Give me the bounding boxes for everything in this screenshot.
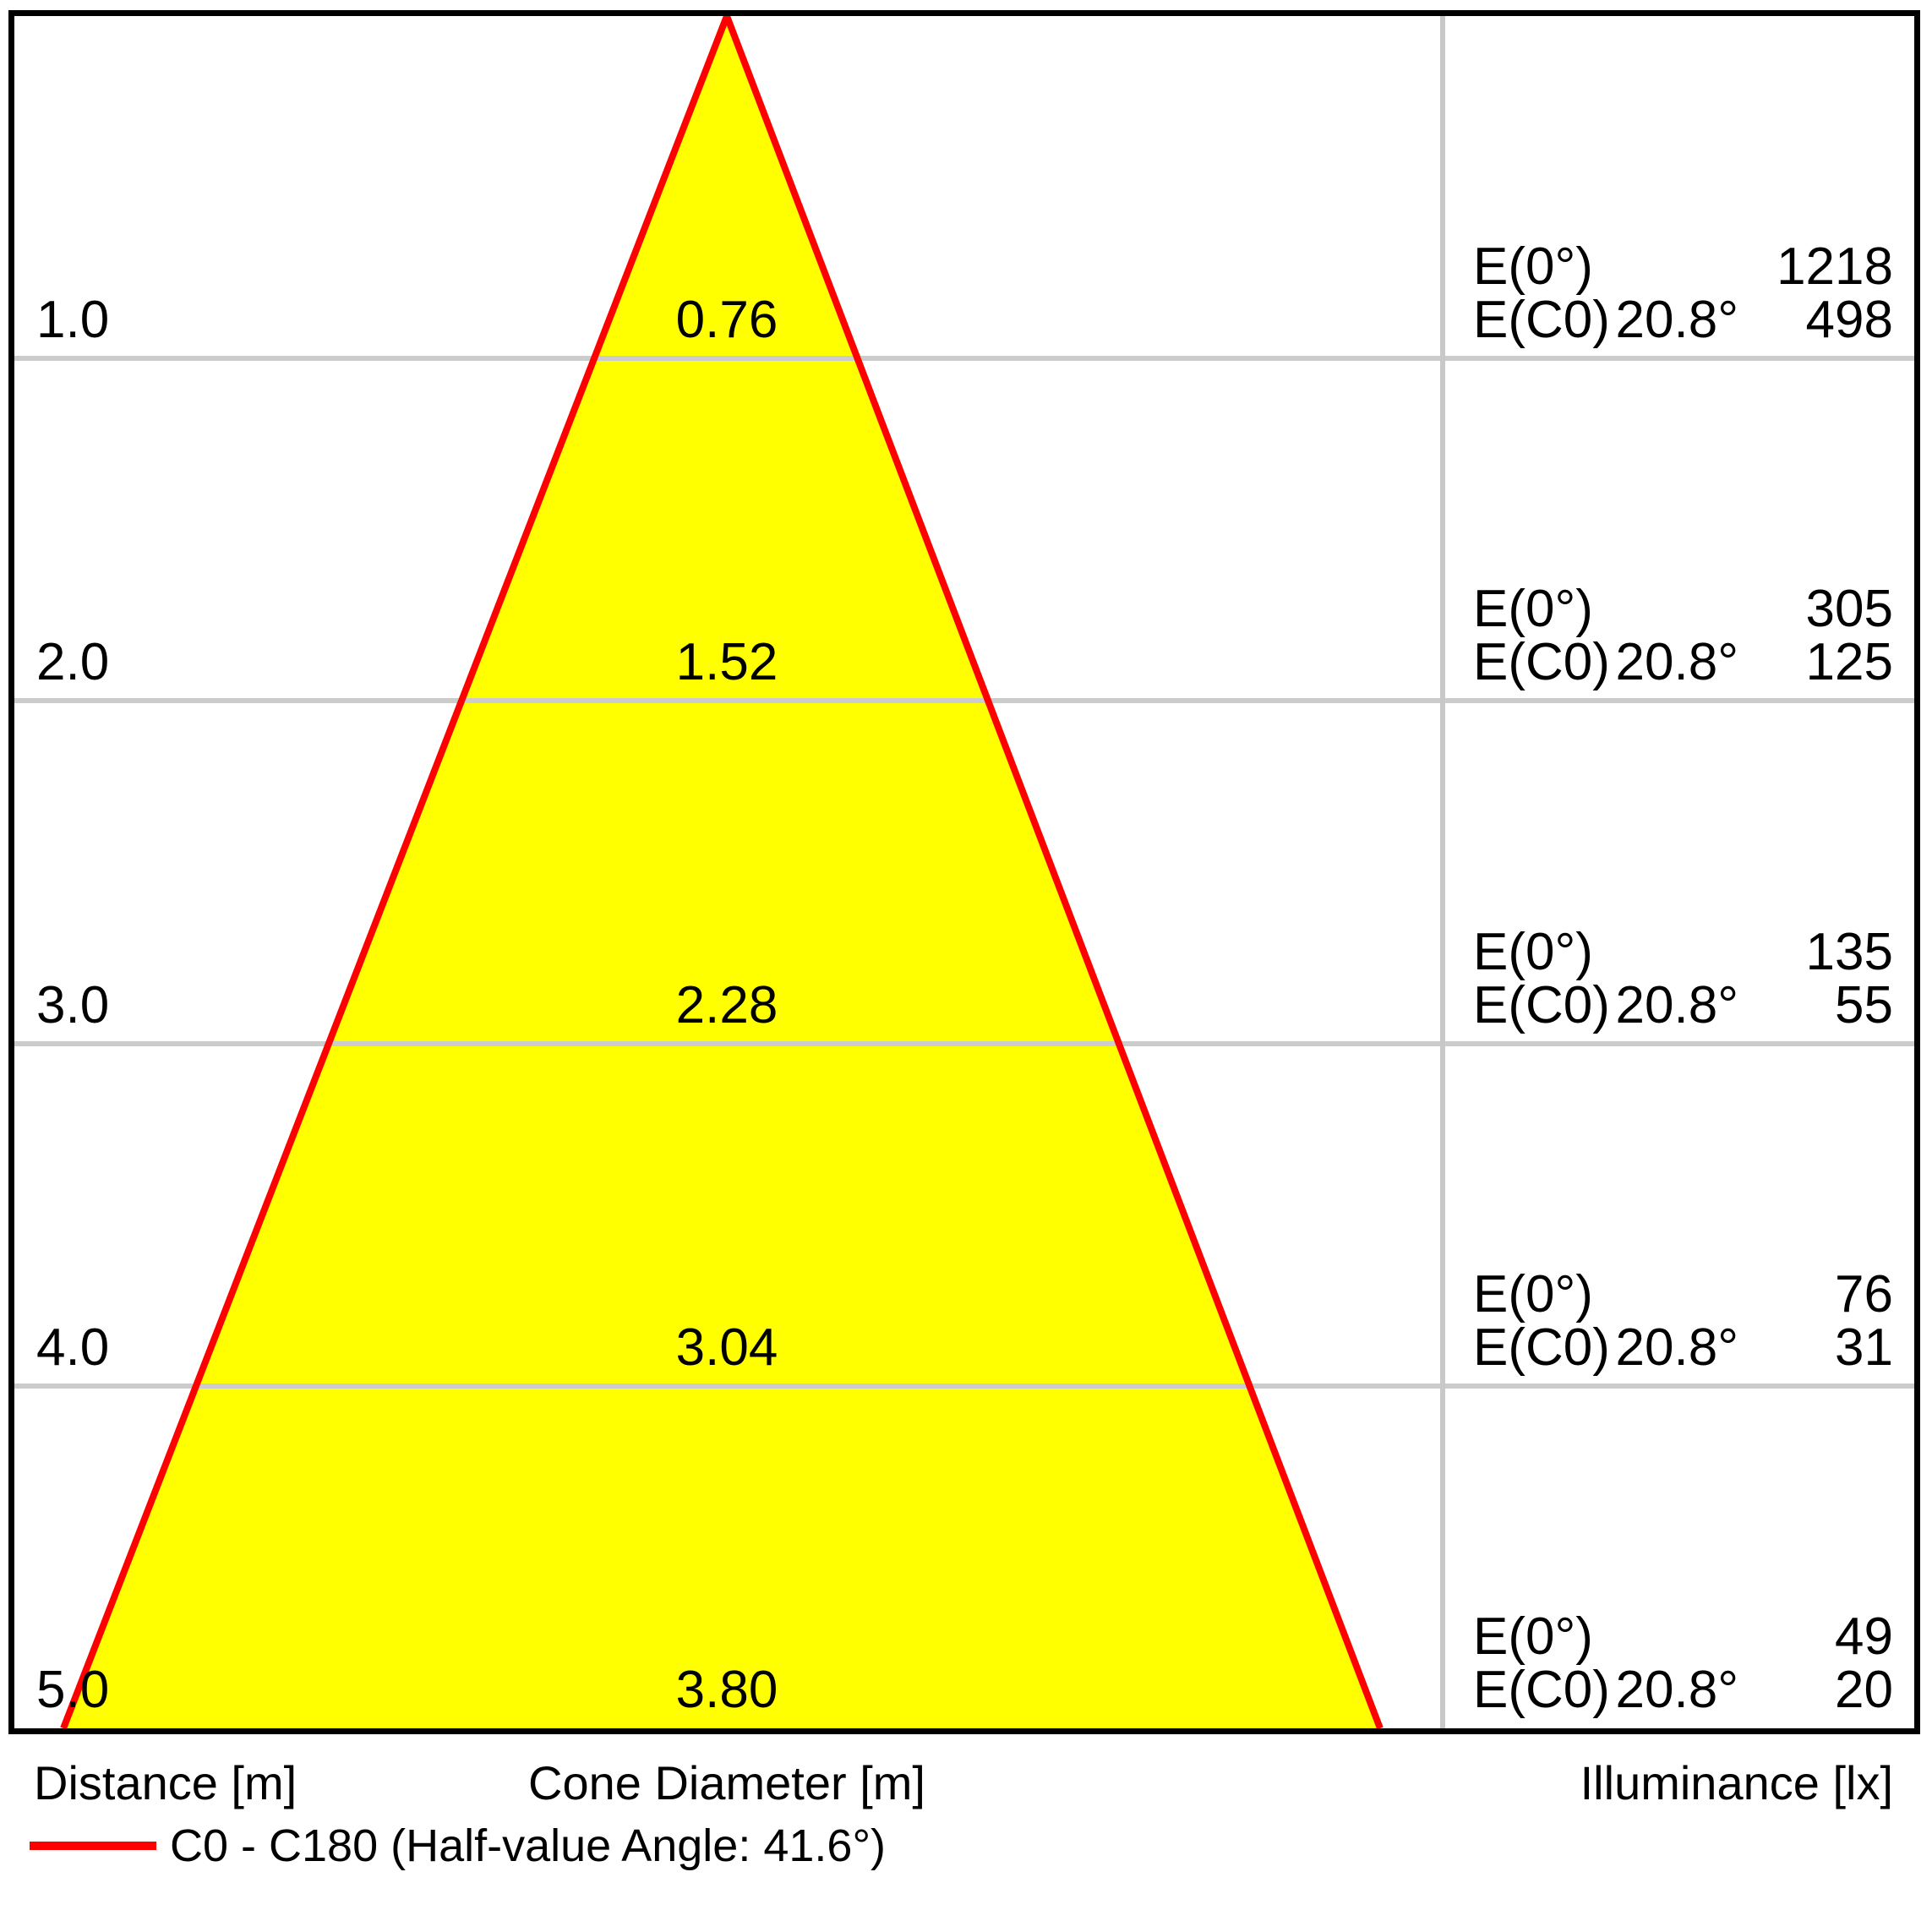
ec0-label: E(C0) — [1473, 976, 1610, 1034]
ec0-label: E(C0) — [1473, 633, 1610, 691]
ec0-value: 125 — [1805, 633, 1893, 691]
legend: C0 - C180 (Half-value Angle: 41.6°) — [30, 1819, 886, 1873]
distance-label: 5.0 — [36, 1661, 110, 1719]
e0-label: E(0°) — [1473, 580, 1593, 638]
legend-line-color — [30, 1842, 156, 1850]
cone-edge-left-c0 — [60, 16, 730, 1728]
e0-value: 305 — [1805, 580, 1893, 638]
cone-diameter-value: 2.28 — [675, 976, 778, 1034]
cone-diameter-value: 1.52 — [675, 633, 778, 691]
cone-edge-right-c180 — [723, 16, 1384, 1728]
ec0-angle: 20.8° — [1615, 291, 1738, 349]
distance-label: 2.0 — [36, 633, 110, 691]
distance-label: 1.0 — [36, 291, 110, 349]
distance-label: 3.0 — [36, 976, 110, 1034]
legend-label: C0 - C180 (Half-value Angle: 41.6°) — [170, 1820, 887, 1871]
cone-diameter-value: 0.76 — [675, 291, 778, 349]
ec0-angle: 20.8° — [1615, 976, 1738, 1034]
chart-box: 1.0 0.76 E(0°) 1218 E(C0) 20.8° 498 2.0 … — [8, 10, 1920, 1734]
axis-label-distance: Distance [m] — [34, 1756, 297, 1809]
e0-value: 1218 — [1776, 237, 1893, 296]
distance-label: 4.0 — [36, 1318, 110, 1377]
cone-diameter-value: 3.80 — [675, 1661, 778, 1719]
cone-diameter-value: 3.04 — [675, 1318, 778, 1377]
e0-label: E(0°) — [1473, 237, 1593, 296]
ec0-angle: 20.8° — [1615, 1318, 1738, 1377]
e0-label: E(0°) — [1473, 1607, 1593, 1666]
e0-value: 49 — [1835, 1607, 1893, 1666]
ec0-label: E(C0) — [1473, 1318, 1610, 1377]
light-cone-shape — [63, 16, 1380, 1728]
ec0-value: 31 — [1835, 1318, 1893, 1377]
ec0-label: E(C0) — [1473, 291, 1610, 349]
ec0-value: 20 — [1835, 1661, 1893, 1719]
e0-value: 135 — [1805, 923, 1893, 981]
axis-label-illuminance: Illuminance [lx] — [1580, 1756, 1893, 1809]
ec0-angle: 20.8° — [1615, 1661, 1738, 1719]
ec0-value: 498 — [1805, 291, 1893, 349]
e0-label: E(0°) — [1473, 1265, 1593, 1323]
axis-label-cone-diameter: Cone Diameter [m] — [528, 1756, 925, 1809]
ec0-value: 55 — [1835, 976, 1893, 1034]
e0-value: 76 — [1835, 1265, 1893, 1323]
e0-label: E(0°) — [1473, 923, 1593, 981]
ec0-angle: 20.8° — [1615, 633, 1738, 691]
legend-line-swatch — [30, 1842, 156, 1850]
cone-plot — [14, 16, 1914, 1728]
ec0-label: E(C0) — [1473, 1661, 1610, 1719]
